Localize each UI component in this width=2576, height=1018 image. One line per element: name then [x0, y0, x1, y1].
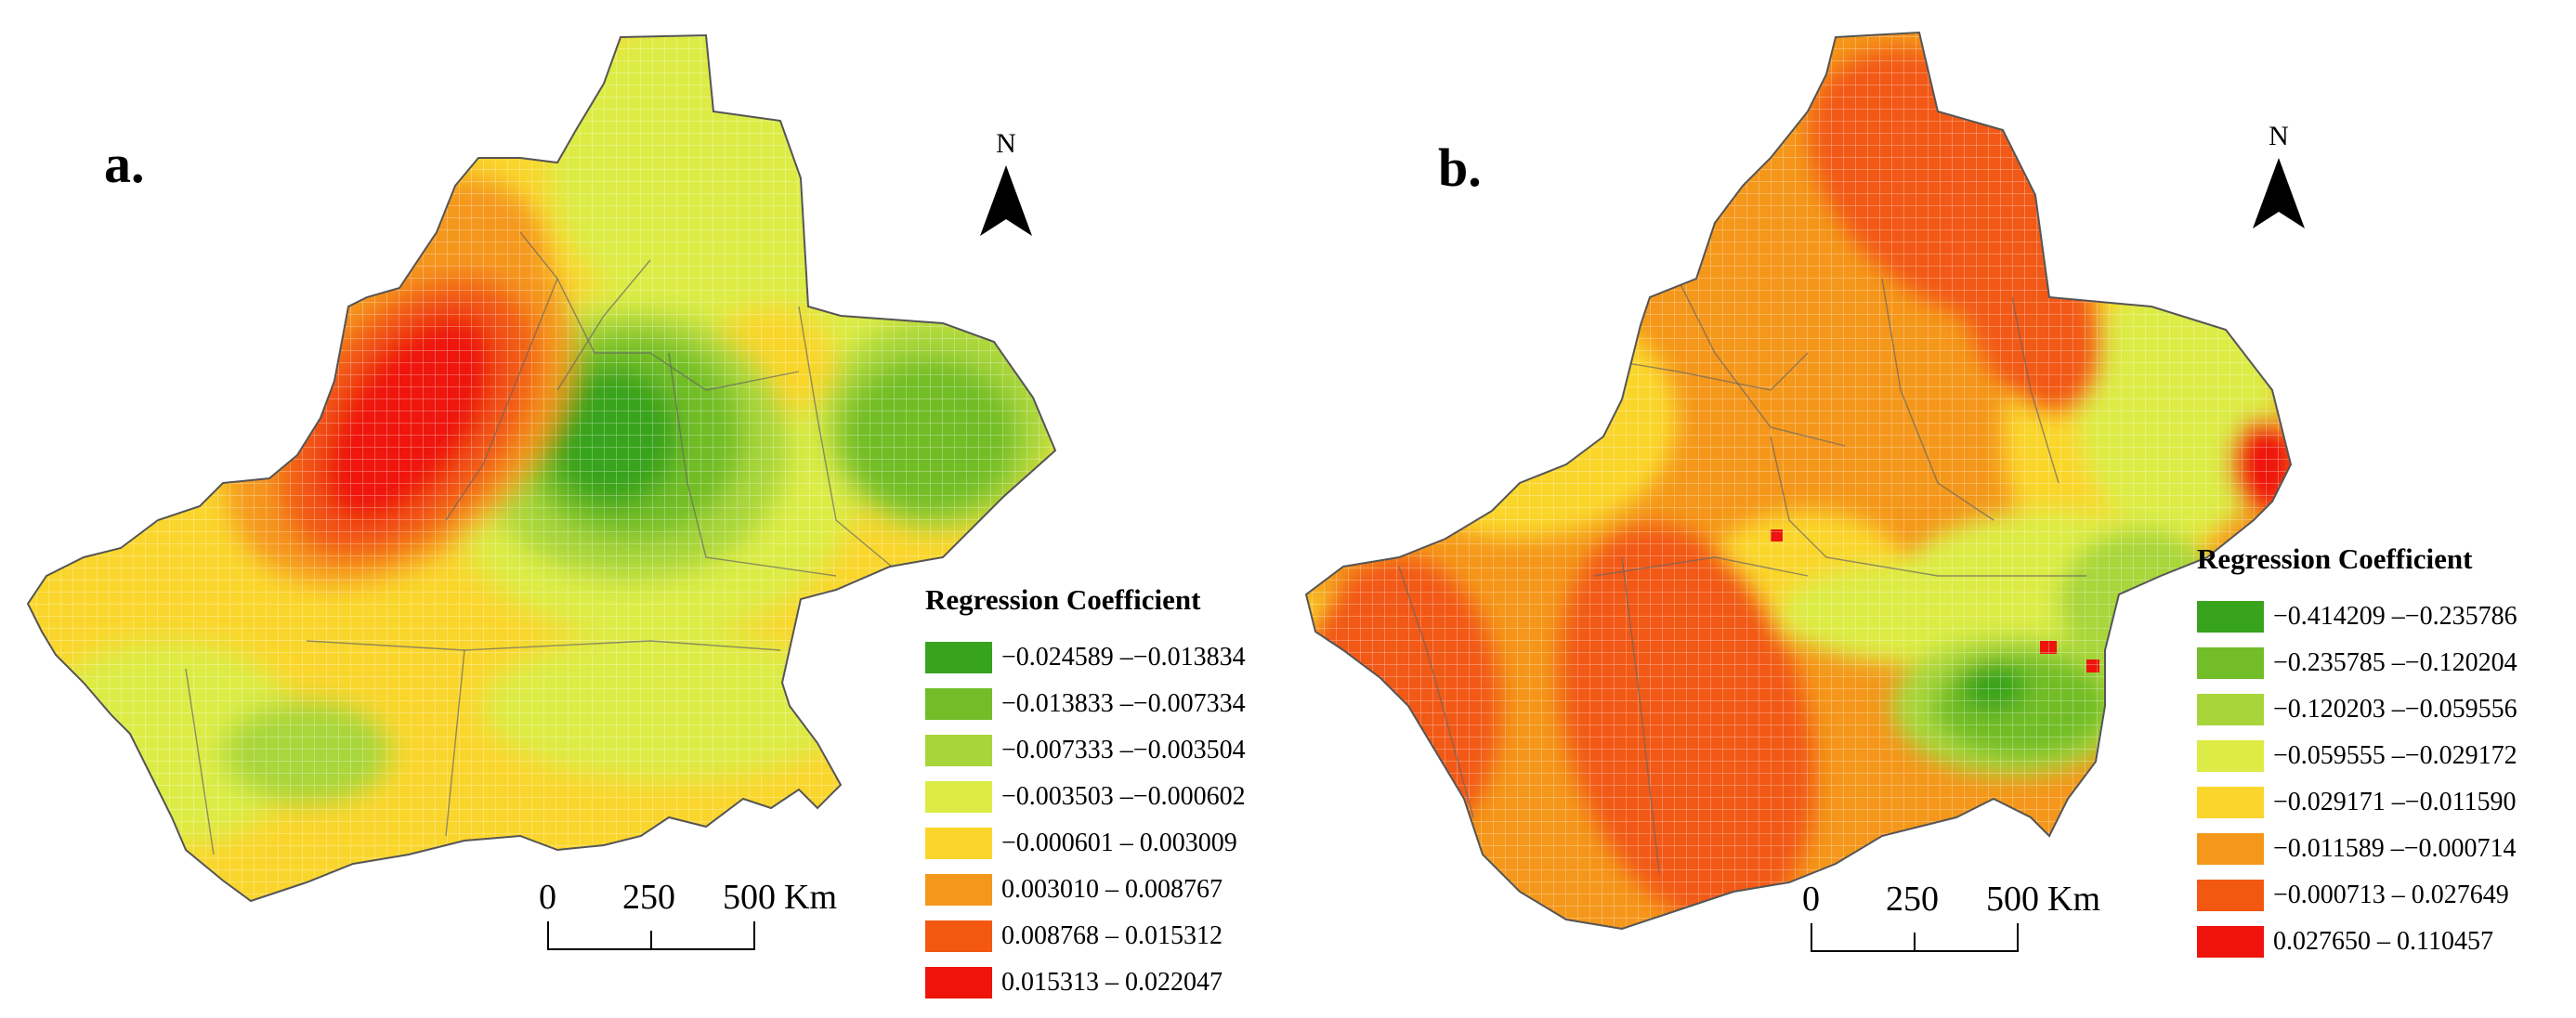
legend-item: 0.015313 – 0.022047 [925, 959, 1246, 1006]
legend-label: −0.414209 –−0.235786 [2273, 602, 2517, 631]
legend-label: −0.007333 –−0.003504 [1001, 736, 1246, 764]
legend-title-b: Regression Coefficient [2197, 542, 2473, 575]
legend-label: −0.000713 – 0.027649 [2273, 881, 2509, 909]
legend-label: 0.027650 – 0.110457 [2273, 927, 2493, 956]
panel-label-a: a. [104, 134, 145, 194]
north-arrow-icon [2253, 158, 2305, 228]
legend-swatch [2197, 880, 2264, 911]
legend-item: 0.027650 – 0.110457 [2197, 919, 2517, 965]
north-arrow-a: N [978, 130, 1034, 236]
legend-label: 0.015313 – 0.022047 [1001, 968, 1223, 997]
legend-swatch [925, 828, 992, 859]
legend-label: −0.029171 –−0.011590 [2273, 788, 2517, 816]
legend-item: 0.003010 – 0.008767 [925, 867, 1246, 913]
map-panel-a: a. N Regression Coefficient −0.024589 –−… [26, 33, 1246, 1006]
scale-tick-label: 250 [1886, 880, 1939, 919]
north-arrow-icon [980, 165, 1032, 236]
legend-swatch [2197, 787, 2264, 818]
scale-tick-label: 0 [1802, 880, 1820, 919]
legend-swatch [925, 688, 992, 720]
scale-bar-a: 0 250 500 Km [520, 877, 837, 959]
legend-item: −0.120203 –−0.059556 [2197, 686, 2517, 733]
legend-swatch [925, 874, 992, 906]
scale-tick-label: 0 [539, 878, 556, 917]
legend-b: Regression Coefficient −0.414209 –−0.235… [2197, 544, 2517, 965]
legend-label: −0.235785 –−0.120204 [2273, 648, 2517, 677]
scale-unit: Km [2047, 880, 2100, 919]
legend-item: −0.000601 – 0.003009 [925, 820, 1246, 867]
legend-label: −0.120203 –−0.059556 [2273, 695, 2517, 724]
legend-swatch [925, 735, 992, 766]
panel-label-b: b. [1438, 137, 1482, 198]
north-label-a: N [996, 128, 1016, 159]
legend-swatch [2197, 740, 2264, 772]
legend-label: −0.013833 –−0.007334 [1001, 689, 1246, 718]
scale-bar-line [1811, 923, 2019, 952]
north-arrow-b: N [2251, 123, 2307, 228]
legend-label: 0.008768 – 0.015312 [1001, 921, 1223, 950]
regression-map-a [26, 33, 1057, 903]
legend-label: −0.011589 –−0.000714 [2273, 834, 2517, 863]
legend-swatch [2197, 647, 2264, 679]
legend-item: −0.003503 –−0.000602 [925, 774, 1246, 820]
legend-item: −0.235785 –−0.120204 [2197, 640, 2517, 686]
legend-item: −0.011589 –−0.000714 [2197, 826, 2517, 872]
scale-unit: Km [784, 878, 837, 917]
legend-label: −0.003503 –−0.000602 [1001, 782, 1246, 811]
legend-swatch [2197, 833, 2264, 865]
scale-bar-b: 0 250 500 Km [1784, 879, 2100, 961]
legend-item: −0.059555 –−0.029172 [2197, 733, 2517, 779]
legend-label: −0.024589 –−0.013834 [1001, 643, 1246, 672]
scale-tick-label: 500 [1986, 880, 2039, 919]
legend-swatch [925, 642, 992, 673]
legend-item: −0.000713 – 0.027649 [2197, 872, 2517, 919]
legend-item: −0.024589 –−0.013834 [925, 634, 1246, 681]
legend-swatch [925, 781, 992, 813]
legend-swatch [925, 967, 992, 998]
regression-map-b [1304, 31, 2293, 931]
legend-item: −0.029171 –−0.011590 [2197, 779, 2517, 826]
legend-a: Regression Coefficient −0.024589 –−0.013… [925, 585, 1246, 1006]
legend-swatch [925, 920, 992, 952]
scale-bar-line [547, 921, 755, 950]
scale-tick-label: 500 [723, 878, 776, 917]
legend-item: −0.414209 –−0.235786 [2197, 594, 2517, 640]
legend-swatch [2197, 926, 2264, 958]
map-panel-b: b. N Regression Coefficient −0.414209 –−… [1288, 0, 2576, 1018]
legend-title-a: Regression Coefficient [925, 583, 1201, 616]
scale-tick-label: 250 [622, 878, 675, 917]
north-label-b: N [2269, 121, 2289, 151]
legend-item: −0.013833 –−0.007334 [925, 681, 1246, 727]
legend-item: −0.007333 –−0.003504 [925, 727, 1246, 774]
legend-item: 0.008768 – 0.015312 [925, 913, 1246, 959]
legend-swatch [2197, 601, 2264, 633]
legend-swatch [2197, 694, 2264, 725]
legend-label: −0.059555 –−0.029172 [2273, 741, 2517, 770]
legend-label: 0.003010 – 0.008767 [1001, 875, 1223, 904]
legend-label: −0.000601 – 0.003009 [1001, 829, 1237, 857]
